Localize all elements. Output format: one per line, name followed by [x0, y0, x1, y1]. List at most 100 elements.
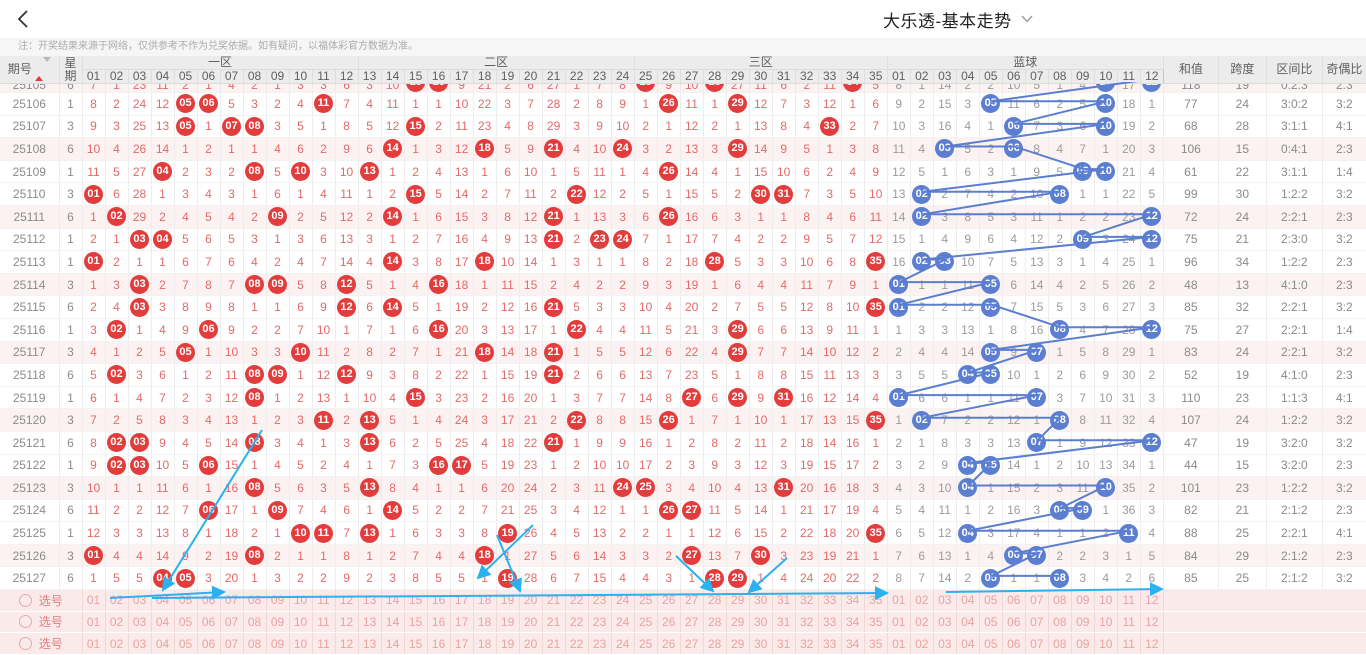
pick-radio[interactable] — [18, 593, 32, 607]
pick-number[interactable]: 32 — [795, 611, 819, 634]
pick-number[interactable]: 16 — [427, 611, 451, 634]
sort-icons[interactable] — [34, 57, 51, 81]
pick-number[interactable]: 04 — [956, 632, 980, 655]
pick-number[interactable]: 02 — [105, 632, 129, 655]
pick-number[interactable]: 06 — [197, 611, 221, 634]
pick-number[interactable]: 02 — [105, 589, 129, 612]
pick-number[interactable]: 28 — [703, 611, 727, 634]
pick-number[interactable]: 28 — [703, 632, 727, 655]
pick-number[interactable]: 15 — [404, 589, 428, 612]
pick-number[interactable]: 28 — [703, 589, 727, 612]
back-icon[interactable] — [12, 7, 36, 31]
pick-number[interactable]: 27 — [680, 611, 704, 634]
pick-number[interactable]: 06 — [1002, 589, 1026, 612]
pick-number[interactable]: 05 — [979, 632, 1003, 655]
pick-number[interactable]: 25 — [633, 589, 658, 612]
pick-number[interactable]: 19 — [496, 632, 520, 655]
sort-asc-icon[interactable] — [34, 62, 43, 81]
pick-number[interactable]: 24 — [611, 589, 635, 612]
pick-number[interactable]: 09 — [266, 589, 290, 612]
pick-number[interactable]: 25 — [633, 611, 658, 634]
pick-number[interactable]: 08 — [1048, 632, 1072, 655]
pick-number[interactable]: 04 — [151, 589, 175, 612]
pick-number[interactable]: 20 — [519, 632, 543, 655]
pick-number[interactable]: 02 — [105, 611, 129, 634]
pick-number[interactable]: 10 — [1094, 632, 1118, 655]
pick-number[interactable]: 07 — [1025, 589, 1049, 612]
pick-number[interactable]: 29 — [726, 589, 750, 612]
pick-number[interactable]: 04 — [956, 589, 980, 612]
pick-number[interactable]: 07 — [1025, 632, 1049, 655]
pick-radio[interactable] — [18, 637, 32, 651]
pick-number[interactable]: 11 — [312, 632, 336, 655]
pick-number[interactable]: 06 — [1002, 632, 1026, 655]
pick-number[interactable]: 20 — [519, 589, 543, 612]
pick-number[interactable]: 06 — [1002, 611, 1026, 634]
pick-number[interactable]: 14 — [381, 611, 405, 634]
pick-number[interactable]: 20 — [519, 611, 543, 634]
pick-number[interactable]: 32 — [795, 589, 819, 612]
pick-number[interactable]: 07 — [220, 632, 244, 655]
pick-number[interactable]: 08 — [1048, 611, 1072, 634]
pick-number[interactable]: 21 — [542, 589, 566, 612]
pick-number[interactable]: 22 — [565, 611, 589, 634]
pick-number[interactable]: 12 — [335, 632, 359, 655]
pick-number[interactable]: 09 — [266, 632, 290, 655]
pick-number[interactable]: 19 — [496, 611, 520, 634]
pick-number[interactable]: 23 — [588, 589, 612, 612]
pick-number[interactable]: 11 — [1117, 632, 1141, 655]
pick-number[interactable]: 27 — [680, 632, 704, 655]
pick-number[interactable]: 10 — [1094, 611, 1118, 634]
pick-number[interactable]: 05 — [174, 632, 198, 655]
pick-number[interactable]: 07 — [1025, 611, 1049, 634]
pick-number[interactable]: 30 — [749, 589, 773, 612]
pick-number[interactable]: 09 — [1071, 589, 1095, 612]
pick-number[interactable]: 01 — [886, 589, 911, 612]
pick-number[interactable]: 06 — [197, 632, 221, 655]
pick-number[interactable]: 01 — [81, 589, 106, 612]
pick-number[interactable]: 01 — [81, 611, 106, 634]
pick-number[interactable]: 35 — [864, 611, 888, 634]
pick-number[interactable]: 18 — [473, 632, 497, 655]
pick-number[interactable]: 03 — [933, 632, 957, 655]
pick-number[interactable]: 26 — [657, 632, 681, 655]
pick-number[interactable]: 26 — [657, 589, 681, 612]
pick-number[interactable]: 17 — [450, 589, 474, 612]
pick-number[interactable]: 03 — [128, 589, 152, 612]
pick-number[interactable]: 04 — [151, 632, 175, 655]
pick-number[interactable]: 01 — [886, 632, 911, 655]
pick-number[interactable]: 03 — [933, 611, 957, 634]
pick-number[interactable]: 03 — [128, 611, 152, 634]
pick-number[interactable]: 24 — [611, 611, 635, 634]
pick-number[interactable]: 27 — [680, 589, 704, 612]
pick-number[interactable]: 21 — [542, 632, 566, 655]
pick-number[interactable]: 12 — [335, 611, 359, 634]
pick-number[interactable]: 16 — [427, 589, 451, 612]
pick-number[interactable]: 07 — [220, 611, 244, 634]
pick-number[interactable]: 10 — [289, 589, 313, 612]
pick-number[interactable]: 04 — [151, 611, 175, 634]
pick-number[interactable]: 08 — [243, 611, 267, 634]
pick-number[interactable]: 14 — [381, 589, 405, 612]
pick-number[interactable]: 11 — [312, 589, 336, 612]
pick-number[interactable]: 05 — [979, 611, 1003, 634]
pick-number[interactable]: 01 — [81, 632, 106, 655]
pick-number[interactable]: 24 — [611, 632, 635, 655]
pick-number[interactable]: 26 — [657, 611, 681, 634]
pick-number[interactable]: 23 — [588, 632, 612, 655]
issue-column-sort[interactable]: 期号 — [0, 56, 60, 84]
pick-number[interactable]: 11 — [312, 611, 336, 634]
pick-number[interactable]: 11 — [1117, 589, 1141, 612]
pick-number[interactable]: 01 — [886, 611, 911, 634]
pick-number[interactable]: 34 — [841, 589, 865, 612]
pick-number[interactable]: 23 — [588, 611, 612, 634]
pick-number[interactable]: 08 — [243, 589, 267, 612]
pick-number[interactable]: 13 — [357, 589, 382, 612]
pick-number[interactable]: 30 — [749, 632, 773, 655]
pick-number[interactable]: 15 — [404, 611, 428, 634]
pick-number[interactable]: 34 — [841, 632, 865, 655]
sort-desc-icon[interactable] — [42, 57, 51, 76]
pick-radio[interactable] — [18, 615, 32, 629]
pick-number[interactable]: 02 — [910, 632, 934, 655]
pick-number[interactable]: 35 — [864, 589, 888, 612]
